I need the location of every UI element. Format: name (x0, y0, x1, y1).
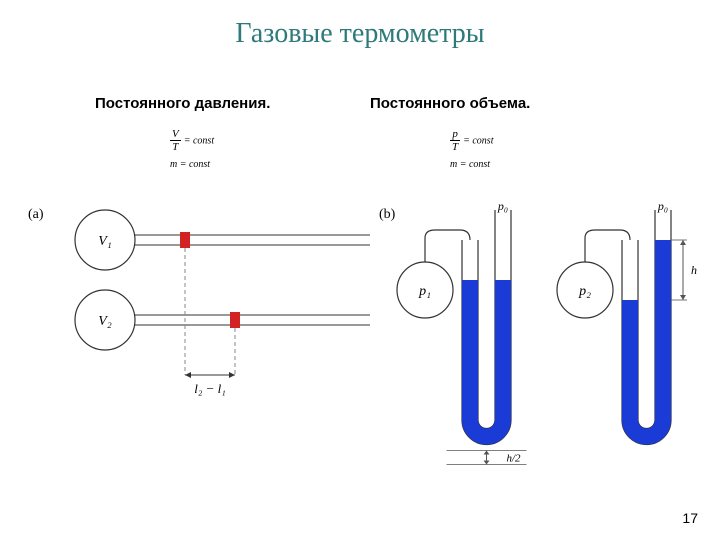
page-number: 17 (682, 510, 698, 526)
eq-left-num: V (170, 128, 181, 141)
eq-right-den: T (450, 141, 460, 153)
subtitle-constant-pressure: Постоянного давления. (95, 95, 270, 112)
eq-constant-pressure: V T = const m = const (170, 128, 214, 170)
svg-text:l₂ − l₁: l₂ − l₁ (194, 381, 226, 396)
svg-text:V₂: V₂ (98, 314, 112, 329)
diagram-a: (a) V₁ V₂ l₂ − l₁ (20, 200, 380, 460)
svg-text:(b): (b) (379, 207, 396, 222)
svg-text:h: h (691, 263, 697, 277)
eq-constant-volume: p T = const m = const (450, 128, 493, 170)
eq-right-num: p (450, 128, 460, 141)
eq-left-den: T (170, 141, 181, 153)
subtitle-constant-volume: Постоянного объема. (370, 95, 530, 112)
page-title: Газовые термометры (0, 0, 720, 50)
eq-right-rhs: = const (463, 135, 493, 146)
diagram-b: (b) p₁ p₀ h/2 p₂ p₀ h (375, 200, 705, 470)
svg-text:p₁: p₁ (418, 284, 431, 299)
svg-text:p₀: p₀ (657, 200, 668, 213)
svg-text:p₂: p₂ (578, 284, 591, 299)
eq-left-mass: m = const (170, 159, 214, 170)
eq-left-rhs: = const (184, 135, 214, 146)
diagram-area: (a) V₁ V₂ l₂ − l₁ (b) p₁ p₀ h/2 p₂ p₀ h (0, 200, 720, 490)
svg-text:V₁: V₁ (98, 234, 111, 249)
svg-text:p₀: p₀ (497, 200, 508, 213)
svg-text:(a): (a) (28, 207, 44, 222)
svg-text:h/2: h/2 (507, 453, 522, 465)
eq-right-mass: m = const (450, 159, 493, 170)
